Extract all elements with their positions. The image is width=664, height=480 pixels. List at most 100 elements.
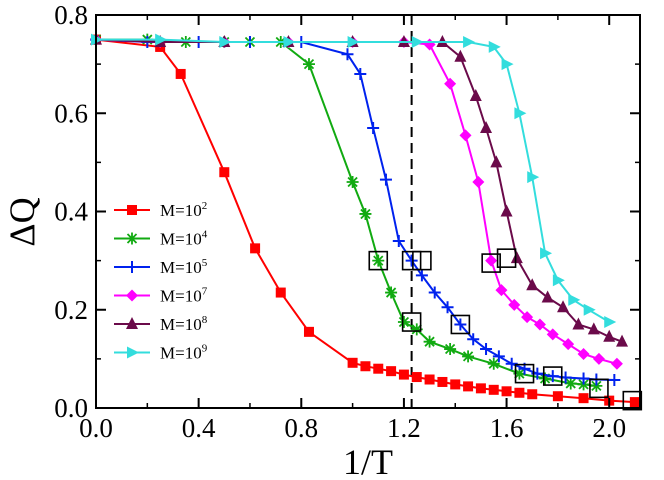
y-tick-label: 0.0	[54, 393, 88, 423]
legend-label: M=108	[160, 314, 208, 334]
data-point	[437, 376, 448, 387]
data-point	[428, 286, 441, 299]
data-point	[488, 384, 499, 395]
data-point	[501, 58, 514, 71]
data-point	[541, 290, 554, 303]
data-point	[539, 372, 552, 385]
data-point	[219, 167, 230, 178]
data-point	[540, 247, 553, 260]
y-tick-label: 0.2	[54, 295, 88, 325]
data-point	[572, 317, 585, 330]
legend-label: M=102	[160, 200, 207, 220]
data-point	[410, 323, 423, 336]
data-point	[578, 393, 589, 404]
data-point	[568, 293, 581, 306]
data-point	[546, 370, 559, 383]
legend-entry-5: M=109	[114, 343, 208, 363]
data-point	[557, 300, 570, 313]
data-point	[577, 347, 590, 360]
data-point	[411, 36, 424, 49]
data-point	[480, 120, 493, 133]
data-point	[467, 333, 480, 346]
data-point	[423, 38, 436, 51]
data-point	[454, 318, 467, 331]
data-point	[250, 243, 261, 254]
data-point	[444, 77, 457, 90]
data-point	[514, 387, 525, 398]
data-point	[526, 278, 539, 291]
legend-entry-3: M=107	[114, 286, 208, 306]
legend-entry-1: M=104	[114, 229, 208, 249]
axes: 0.0 0.4 0.8 1.2 1.6 2.0 0.0 0.2 0.4 0.6 0.8	[54, 0, 641, 443]
data-point	[492, 350, 505, 363]
data-point	[513, 367, 526, 380]
annotation-box	[496, 248, 517, 268]
data-point	[347, 36, 360, 49]
data-point	[386, 366, 397, 377]
y-tick-label: 0.8	[54, 0, 88, 30]
data-point	[385, 286, 398, 299]
data-point	[590, 379, 603, 392]
data-point	[488, 40, 501, 53]
x-tick-label: 0.8	[284, 413, 318, 443]
annotation-box	[622, 390, 643, 411]
data-point	[608, 373, 621, 386]
data-point	[463, 381, 474, 392]
annotation-box	[481, 253, 501, 273]
data-point	[372, 254, 385, 267]
data-point	[354, 67, 367, 80]
legend-marker	[127, 346, 139, 359]
data-point	[423, 335, 436, 348]
data-point	[487, 357, 500, 370]
y-tick-label: 0.6	[54, 98, 88, 128]
legend-entry-2: M=105	[114, 257, 208, 277]
data-point	[562, 338, 575, 351]
data-point	[527, 389, 538, 400]
legend-marker	[126, 317, 138, 329]
data-point	[610, 357, 623, 370]
data-point	[469, 89, 482, 102]
data-point	[592, 352, 605, 365]
annotation-box	[514, 363, 535, 384]
data-point	[415, 269, 428, 282]
data-point	[341, 48, 354, 61]
data-point	[480, 343, 493, 356]
x-tick-label: 1.6	[490, 413, 524, 443]
legend-entry-4: M=108	[114, 314, 208, 334]
data-point	[514, 107, 527, 120]
legend-label: M=105	[160, 257, 208, 277]
data-point	[155, 33, 168, 46]
data-point	[360, 361, 371, 372]
data-point	[379, 173, 392, 186]
data-point	[347, 357, 358, 368]
data-point	[359, 207, 372, 220]
data-point	[411, 372, 422, 383]
data-point	[392, 234, 405, 247]
data-point	[405, 254, 418, 267]
x-axis-title: 1/T	[343, 442, 393, 480]
x-tick-label: 0.0	[79, 413, 113, 443]
legend-marker	[126, 261, 138, 273]
data-point	[501, 386, 512, 397]
data-point	[346, 176, 359, 189]
legend-entry-0: M=102	[114, 200, 207, 220]
annotation-box	[450, 314, 471, 335]
data-point	[459, 129, 472, 142]
annotation-box	[589, 378, 609, 399]
data-point	[463, 36, 476, 49]
data-point	[444, 343, 457, 356]
legend-label: M=104	[160, 229, 208, 249]
annotation-box	[368, 250, 389, 271]
data-point	[367, 121, 380, 134]
x-tick-label: 2.0	[592, 413, 626, 443]
data-point	[441, 301, 454, 314]
data-point	[629, 397, 640, 408]
data-point	[462, 350, 475, 363]
data-point	[424, 374, 435, 385]
data-point	[302, 58, 315, 71]
data-point	[373, 363, 384, 374]
y-tick-label: 0.4	[54, 197, 88, 227]
data-point	[490, 155, 503, 168]
legend-marker	[126, 232, 138, 245]
x-tick-label: 1.2	[387, 413, 421, 443]
